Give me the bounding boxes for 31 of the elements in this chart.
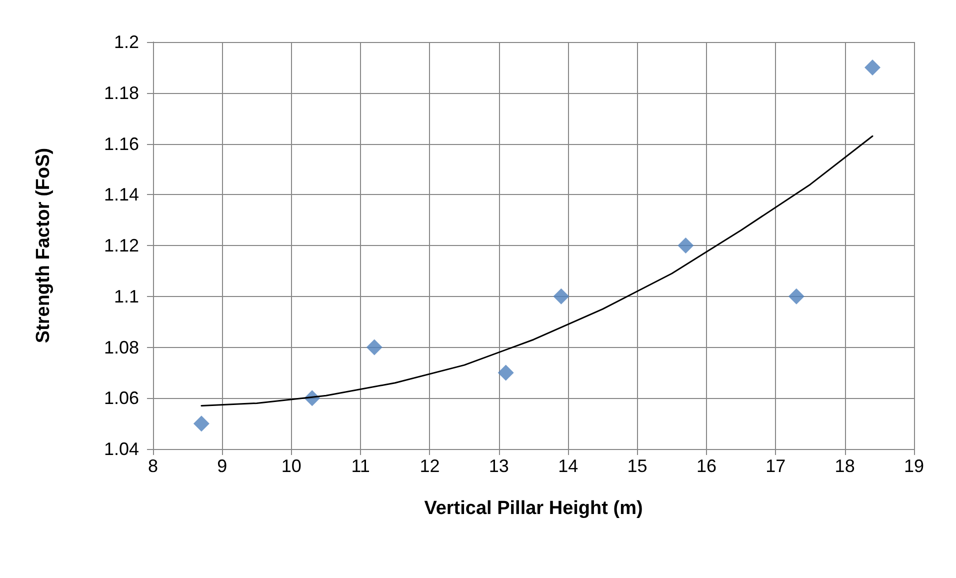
y-tick-label: 1.2 (114, 32, 139, 52)
y-tick-label: 1.18 (104, 82, 139, 103)
x-tick-label: 10 (281, 456, 302, 476)
x-tick-label: 11 (351, 456, 370, 476)
y-tick-label: 1.14 (104, 184, 139, 205)
y-tick-label: 1.08 (104, 337, 139, 358)
y-tick-label: 1.12 (104, 236, 139, 256)
point (788, 288, 804, 304)
point (864, 59, 880, 76)
point (498, 364, 514, 381)
x-tick-label: 15 (627, 456, 648, 476)
x-axis-title: Vertical Pillar Height (m) (424, 498, 643, 519)
y-tick-label: 1.1 (114, 286, 139, 306)
y-tick-label: 1.06 (104, 388, 139, 408)
point (678, 238, 694, 254)
x-tick-label: 18 (834, 456, 855, 476)
line-series (200, 135, 874, 407)
x-tick-label: 12 (420, 456, 440, 476)
x-tick-label: 17 (766, 456, 786, 476)
point (366, 339, 382, 356)
y-tick-label: 1.04 (104, 439, 139, 459)
point (193, 416, 210, 432)
x-tick-label: 8 (148, 456, 158, 476)
x-tick-label: 19 (904, 456, 924, 476)
y-tick-label: 1.16 (104, 134, 139, 154)
x-tick-label: 14 (558, 456, 578, 476)
point (553, 288, 570, 304)
y-axis-title: Strength Factor (FoS) (33, 148, 54, 344)
x-tick-label: 13 (488, 456, 509, 476)
x-tick-label: 9 (217, 456, 228, 476)
x-tick-label: 16 (696, 456, 716, 476)
